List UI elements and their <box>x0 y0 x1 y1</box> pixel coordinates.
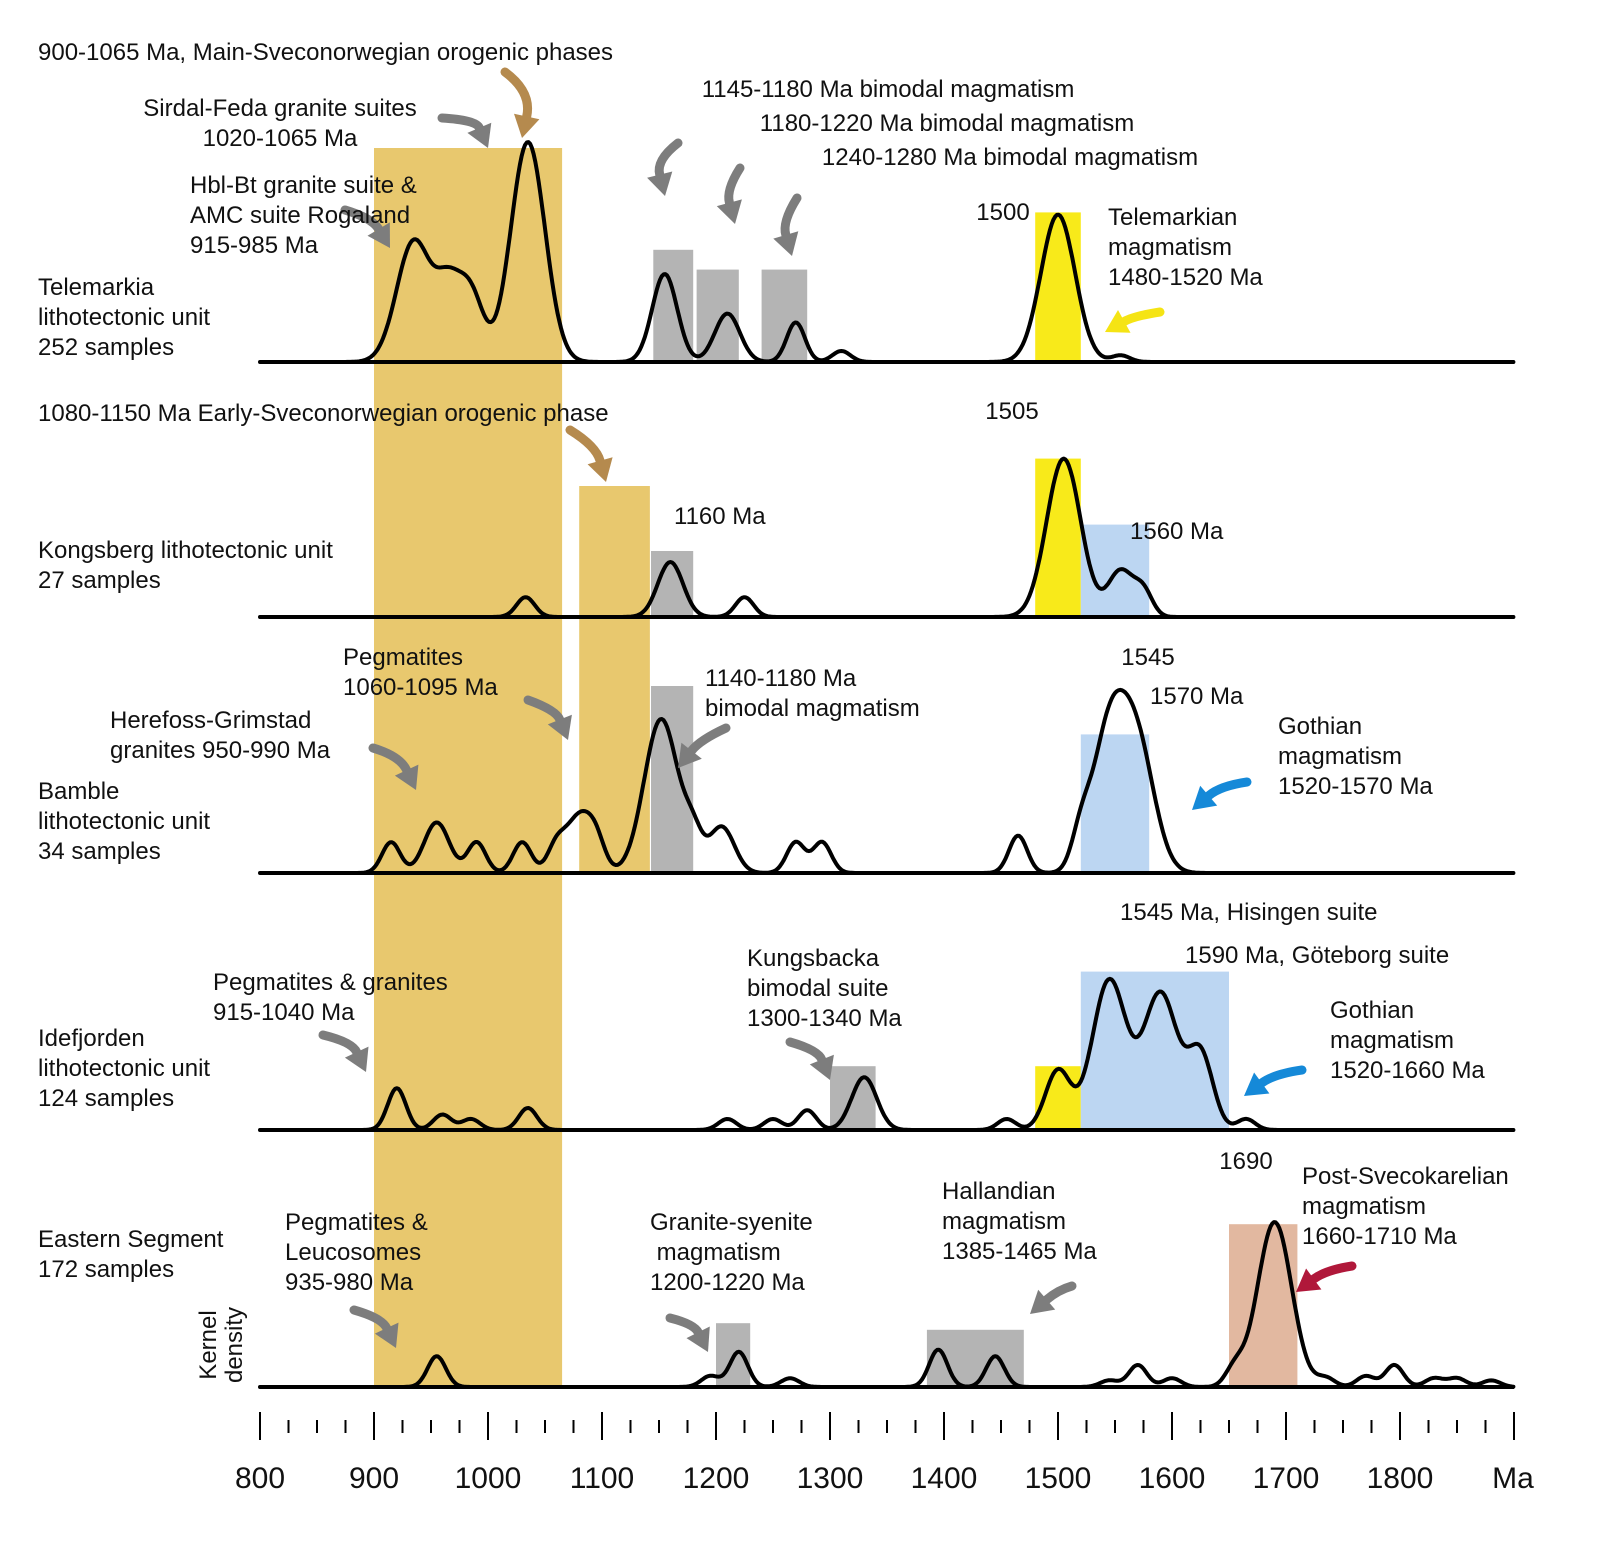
arrow-shaft <box>1042 1281 1077 1305</box>
arrow-head <box>773 231 799 256</box>
age-axis: 800 900 1000 1100 1200 1300 1400 1500 1600 1700 18… <box>235 1412 1534 1495</box>
arrow-head <box>587 457 613 482</box>
annotation-arrows <box>318 67 1357 1352</box>
arrow-shaft <box>318 1030 362 1057</box>
arrow-head <box>686 1326 710 1352</box>
annotation: 1145-1180 Ma bimodal magmatism <box>702 76 1075 103</box>
annotation: 1590 Ma, Göteborg suite <box>1185 942 1449 969</box>
arrow-head <box>467 122 492 148</box>
annotation: 1545 Ma, Hisingen suite <box>1120 899 1377 926</box>
arrow-head <box>647 171 673 196</box>
annotation: Telemarkian magmatism 1480-1520 Ma <box>1108 204 1263 291</box>
arrow-head <box>514 113 540 138</box>
annotation: 1690 <box>1219 1148 1272 1175</box>
arrow-shaft <box>687 723 731 756</box>
unit-label: Kongsberg lithotectonic unit 27 samples <box>38 537 333 594</box>
annotation: Herefoss-Grimstad granites 950-990 Ma <box>110 707 331 764</box>
tick-label: 1000 <box>455 1462 522 1495</box>
density-curve <box>258 1220 1516 1389</box>
tick-label: 800 <box>235 1462 285 1495</box>
arrow-head <box>716 199 742 224</box>
arrow-shaft <box>780 193 802 240</box>
annotation: 1560 Ma <box>1130 518 1224 545</box>
annotation: Gothian magmatism 1520-1660 Ma <box>1330 997 1485 1084</box>
annotation: 1180-1220 Ma bimodal magmatism <box>760 110 1134 137</box>
arrow-shaft <box>654 138 683 180</box>
annotation: 1570 Ma <box>1150 683 1244 710</box>
arrow-shaft <box>665 1313 703 1337</box>
arrow-shaft <box>437 113 484 133</box>
arrow-head <box>1192 785 1218 810</box>
arrow-shaft <box>368 743 412 775</box>
arrow-head <box>809 1054 834 1080</box>
annotation: 1240-1280 Ma bimodal magmatism <box>822 144 1198 171</box>
arrow-shaft <box>1309 1261 1357 1284</box>
arrow-shaft <box>785 1037 827 1065</box>
tick-label: 1800 <box>1367 1462 1434 1495</box>
axis-unit-label: Ma <box>1492 1462 1534 1495</box>
annotation: Kungsbacka bimodal suite 1300-1340 Ma <box>747 945 902 1032</box>
arrow-head <box>1105 310 1131 333</box>
annotation: Gothian magmatism 1520-1570 Ma <box>1278 713 1433 800</box>
arrow-shaft <box>1204 777 1252 801</box>
tick-label: 1500 <box>1025 1462 1092 1495</box>
density-curve <box>258 687 1516 875</box>
arrow-head <box>394 764 419 790</box>
magmatism-box <box>1080 734 1150 873</box>
annotation: Pegmatites 1060-1095 Ma <box>343 644 498 701</box>
unit-label: Eastern Segment 172 samples <box>38 1226 224 1283</box>
arrow-head <box>367 222 390 248</box>
annotation: 1160 Ma <box>674 503 766 530</box>
magmatism-box <box>651 686 694 873</box>
tick-label: 1300 <box>797 1462 864 1495</box>
tick-label: 1400 <box>911 1462 978 1495</box>
unit-labels: Telemarkia lithotectonic unit 252 samples K… <box>38 274 333 1283</box>
tick-label: 1600 <box>1139 1462 1206 1495</box>
density-curve <box>258 976 1516 1132</box>
annotation: Hbl-Bt granite suite & AMC suite Rogaland… <box>190 172 417 259</box>
arrow-shaft <box>340 205 384 234</box>
arrow-head <box>547 714 572 740</box>
arrow-head <box>678 742 702 768</box>
annotation: 900-1065 Ma, Main-Sveconorwegian orogeni… <box>38 39 613 66</box>
annotation: 1500 <box>976 199 1029 226</box>
arrow-head <box>344 1046 369 1072</box>
arrow-head <box>374 1322 399 1348</box>
annotation: 1505 <box>985 398 1038 425</box>
density-curve <box>258 140 1516 364</box>
arrow-shaft <box>500 67 533 121</box>
tick-label: 900 <box>349 1462 399 1495</box>
arrow-shaft <box>523 695 565 725</box>
density-curve <box>258 456 1516 619</box>
arrow-shaft <box>1119 307 1165 326</box>
annotation: Granite-syenite magmatism 1200-1220 Ma <box>650 1209 813 1296</box>
arrow-shaft <box>724 163 745 208</box>
annotation: Pegmatites & granites 915-1040 Ma <box>213 969 448 1026</box>
density-curves <box>258 140 1516 1389</box>
magmatism-box <box>1035 212 1081 362</box>
y-axis-title: Kerneldensity <box>195 1307 248 1383</box>
tick-label: 1700 <box>1253 1462 1320 1495</box>
y-axis-label: Kerneldensity <box>195 1307 248 1383</box>
unit-label: Bamble lithotectonic unit 34 samples <box>38 778 210 865</box>
annotation: Sirdal-Feda granite suites 1020-1065 Ma <box>143 95 416 152</box>
annotations: 900-1065 Ma, Main-Sveconorwegian orogeni… <box>38 39 1509 1296</box>
arrow-shaft <box>565 425 605 466</box>
arrow-head <box>1244 1072 1270 1096</box>
annotation: Hallandian magmatism 1385-1465 Ma <box>942 1178 1097 1265</box>
arrow-shaft <box>1257 1065 1307 1088</box>
arrow-shaft <box>349 1305 392 1333</box>
tick-label: 1200 <box>683 1462 750 1495</box>
annotation: 1140-1180 Ma bimodal magmatism <box>705 665 920 722</box>
unit-label: Idefjorden lithotectonic unit 124 samples <box>38 1025 210 1112</box>
annotation: 1545 <box>1121 644 1174 671</box>
annotation: 1080-1150 Ma Early-Sveconorwegian orogen… <box>38 400 609 427</box>
arrow-head <box>1296 1268 1322 1292</box>
arrow-head <box>1030 1289 1056 1314</box>
tick-label: 1100 <box>570 1462 635 1495</box>
unit-label: Telemarkia lithotectonic unit 252 samples <box>38 274 210 361</box>
annotation: Post-Svecokarelian magmatism 1660-1710 Ma <box>1302 1163 1509 1250</box>
annotation: Pegmatites & Leucosomes 935-980 Ma <box>285 1209 428 1296</box>
